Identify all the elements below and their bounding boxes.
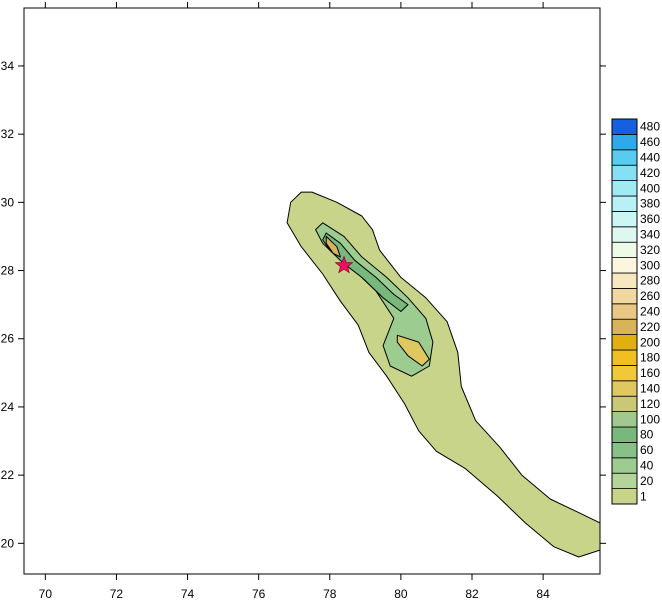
axes: 70 72 74 76 78 80 82 84 20 22 24 26 28 30 32 34 bbox=[1, 2, 606, 601]
colorbar-swatch bbox=[611, 334, 638, 351]
colorbar-swatch bbox=[611, 426, 638, 443]
colorbar-frame bbox=[611, 118, 638, 505]
contour-region-level-200 bbox=[325, 235, 341, 258]
x-tick-label: 84 bbox=[536, 587, 550, 601]
contour-regions bbox=[286, 191, 600, 558]
colorbar-label: 20 bbox=[640, 474, 654, 488]
colorbar-label: 200 bbox=[640, 335, 660, 349]
colorbar-label: 140 bbox=[640, 382, 660, 396]
colorbar-label: 320 bbox=[640, 243, 660, 257]
x-tick-label: 72 bbox=[110, 587, 124, 601]
colorbar-label: 240 bbox=[640, 305, 660, 319]
colorbar-label: 60 bbox=[640, 443, 654, 457]
y-tick-label: 26 bbox=[1, 332, 15, 346]
colorbar-label: 260 bbox=[640, 289, 660, 303]
colorbar-swatch bbox=[611, 411, 638, 428]
colorbar-label: 340 bbox=[640, 228, 660, 242]
colorbar-swatch bbox=[611, 395, 638, 413]
colorbar-label: 400 bbox=[640, 181, 660, 195]
x-tick-label: 70 bbox=[39, 587, 53, 601]
colorbar-label: 180 bbox=[640, 351, 660, 365]
star-marker bbox=[334, 255, 354, 274]
colorbar-swatch bbox=[611, 241, 638, 258]
plot-frame bbox=[23, 7, 601, 575]
colorbar-label: 80 bbox=[640, 428, 654, 442]
x-tick-label: 74 bbox=[181, 587, 195, 601]
x-tick-label: 76 bbox=[252, 587, 266, 601]
y-tick-label: 24 bbox=[1, 400, 15, 414]
colorbar-label: 1 bbox=[640, 489, 647, 503]
colorbar-label: 40 bbox=[640, 459, 654, 473]
colorbar-label: 280 bbox=[640, 274, 660, 288]
x-tick-label: 80 bbox=[394, 587, 408, 601]
x-tick-label: 82 bbox=[465, 587, 479, 601]
y-tick-label: 30 bbox=[1, 195, 15, 209]
y-tick-label: 34 bbox=[1, 59, 15, 73]
y-tick-label: 32 bbox=[1, 127, 15, 141]
contour-region-level-60 bbox=[322, 232, 409, 312]
colorbar-swatch bbox=[611, 472, 638, 490]
colorbar-swatch bbox=[611, 457, 638, 474]
colorbar-swatch bbox=[611, 380, 638, 397]
colorbar-swatch bbox=[611, 272, 638, 289]
colorbar-label: 100 bbox=[640, 412, 660, 426]
colorbar-swatch bbox=[611, 257, 638, 274]
colorbar-swatch bbox=[611, 303, 638, 320]
colorbar-label: 220 bbox=[640, 320, 660, 334]
colorbar-swatch bbox=[611, 226, 638, 243]
contour-region-level-1 bbox=[286, 191, 600, 558]
colorbar-swatch bbox=[611, 287, 638, 305]
colorbar-label: 300 bbox=[640, 258, 660, 272]
colorbar-label: 360 bbox=[640, 212, 660, 226]
contour-region-level-100 bbox=[396, 334, 430, 367]
x-tick-label: 78 bbox=[323, 587, 337, 601]
colorbar-label: 380 bbox=[640, 197, 660, 211]
colorbar-swatch bbox=[611, 349, 638, 366]
colorbar-label: 420 bbox=[640, 166, 660, 180]
colorbar-swatch bbox=[611, 133, 638, 151]
colorbar-swatch bbox=[611, 441, 638, 459]
plot-area bbox=[286, 191, 600, 558]
colorbar-label: 460 bbox=[640, 135, 660, 149]
colorbar-swatch bbox=[611, 149, 638, 166]
colorbar-label: 440 bbox=[640, 151, 660, 165]
colorbar-swatch bbox=[611, 180, 638, 197]
colorbar-swatch bbox=[611, 195, 638, 212]
y-tick-label: 22 bbox=[1, 468, 15, 482]
y-tick-label: 20 bbox=[1, 536, 15, 550]
colorbar-swatch bbox=[611, 318, 638, 336]
colorbar-swatch bbox=[611, 118, 638, 135]
colorbar-label: 160 bbox=[640, 366, 660, 380]
y-tick-label: 28 bbox=[1, 264, 15, 278]
colorbar-swatch bbox=[611, 488, 638, 505]
colorbar-swatch bbox=[611, 164, 638, 181]
colorbar-legend: 1204060801001201401601802002202402602803… bbox=[611, 118, 660, 505]
colorbar-label: 480 bbox=[640, 120, 660, 134]
colorbar-swatch bbox=[611, 210, 638, 228]
colorbar-label: 120 bbox=[640, 397, 660, 411]
colorbar-swatch bbox=[611, 364, 638, 382]
